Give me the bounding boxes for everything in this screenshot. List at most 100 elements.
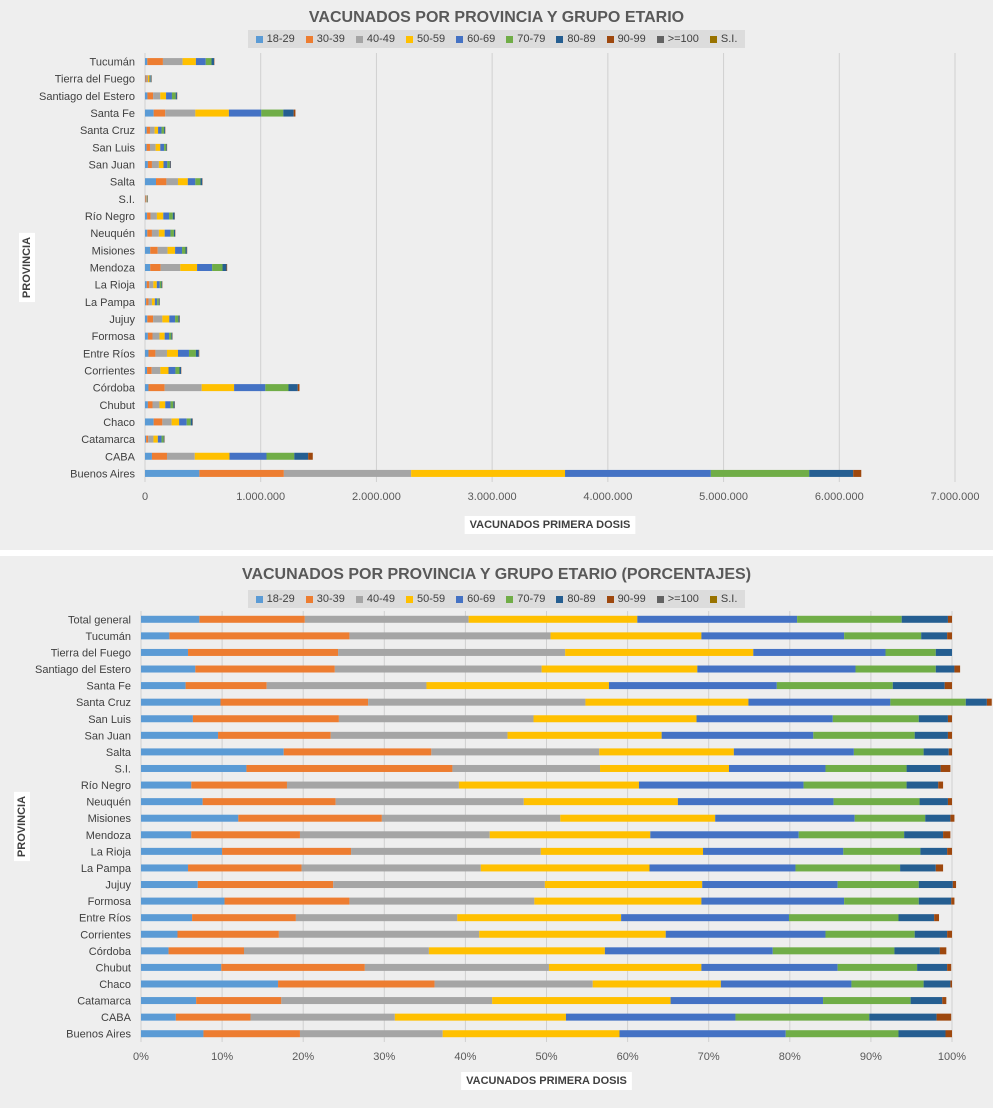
bar-segment bbox=[935, 648, 952, 656]
bar-segment bbox=[951, 897, 955, 905]
bar-segment bbox=[533, 715, 697, 723]
bar-segment bbox=[147, 315, 154, 323]
bar-segment bbox=[141, 914, 193, 922]
bar-segment bbox=[195, 665, 335, 673]
bar-segment bbox=[141, 698, 221, 706]
bar-segment bbox=[222, 264, 227, 271]
bar-segment bbox=[157, 435, 162, 443]
legend-item: S.I. bbox=[709, 593, 738, 605]
legend-swatch bbox=[556, 35, 564, 43]
bar-segment bbox=[797, 615, 902, 623]
legend-label: S.I. bbox=[720, 593, 738, 605]
bar-segment bbox=[175, 366, 180, 374]
bar-segment bbox=[661, 731, 814, 739]
bar-segment bbox=[151, 298, 155, 306]
bar-segment bbox=[159, 281, 162, 289]
bar-segment bbox=[188, 349, 196, 357]
bar-segment bbox=[898, 914, 935, 922]
bar-segment bbox=[299, 1030, 443, 1038]
bar-segment bbox=[196, 997, 282, 1005]
bar-segment bbox=[921, 632, 948, 640]
bar-segment bbox=[250, 1013, 395, 1021]
category-label: Tierra del Fuego bbox=[55, 74, 135, 86]
x-tick-label: 30% bbox=[373, 1051, 395, 1063]
legend-swatch bbox=[709, 595, 717, 603]
bar-segment bbox=[803, 781, 907, 789]
bar-segment bbox=[141, 1013, 176, 1021]
bar-segment bbox=[939, 947, 947, 955]
y-axis-title-bg bbox=[19, 232, 35, 303]
bar-segment bbox=[197, 881, 334, 889]
bar-segment bbox=[286, 781, 459, 789]
bar-segment bbox=[785, 1030, 899, 1038]
bar-segment bbox=[904, 831, 944, 839]
category-label: Entre Ríos bbox=[79, 913, 131, 925]
bar-segment bbox=[304, 615, 469, 623]
bar-segment bbox=[523, 798, 678, 806]
category-label: S.I. bbox=[114, 763, 131, 775]
bar-segment bbox=[479, 930, 666, 938]
bar-segment bbox=[199, 615, 305, 623]
bar-segment bbox=[154, 126, 159, 134]
bar-segment bbox=[145, 366, 148, 374]
bar-segment bbox=[202, 798, 336, 806]
legend-item: 50-59 bbox=[406, 593, 445, 605]
legend-label: 70-79 bbox=[517, 33, 546, 45]
legend-swatch bbox=[506, 35, 514, 43]
bar-segment bbox=[147, 58, 163, 66]
bar-segment bbox=[650, 831, 799, 839]
legend-label: >=100 bbox=[667, 33, 699, 45]
bar-segment bbox=[795, 864, 901, 872]
legend-label: 40-49 bbox=[366, 593, 395, 605]
bar-segment bbox=[141, 864, 189, 872]
bar-segment bbox=[141, 798, 203, 806]
bar-segment bbox=[166, 178, 178, 186]
category-label: Corrientes bbox=[84, 365, 135, 377]
category-label: Tierra del Fuego bbox=[51, 647, 131, 659]
legend-label: 60-69 bbox=[467, 593, 496, 605]
bar-segment bbox=[288, 384, 298, 392]
bar-segment bbox=[330, 731, 508, 739]
legend-swatch bbox=[606, 35, 614, 43]
bar-segment bbox=[944, 682, 952, 690]
bar-segment bbox=[534, 897, 702, 905]
bar-segment bbox=[833, 798, 920, 806]
bar-segment bbox=[145, 92, 148, 100]
bar-segment bbox=[205, 58, 212, 66]
bar-segment bbox=[175, 1013, 251, 1021]
bar-segment bbox=[153, 109, 166, 117]
bar-segment bbox=[164, 384, 202, 392]
bar-segment bbox=[940, 764, 951, 772]
bar-segment bbox=[266, 682, 427, 690]
category-label: Chubut bbox=[96, 962, 131, 974]
bar-segment bbox=[560, 814, 716, 822]
bar-segment bbox=[203, 1030, 300, 1038]
bar-segment bbox=[179, 366, 181, 374]
legend-swatch bbox=[656, 595, 664, 603]
category-label: Salta bbox=[110, 177, 136, 189]
bar-segment bbox=[145, 212, 148, 220]
bar-segment bbox=[145, 384, 149, 392]
category-label: San Juan bbox=[89, 160, 135, 172]
chart-panel-absolute: VACUNADOS POR PROVINCIA Y GRUPO ETARIO 1… bbox=[0, 0, 993, 550]
x-tick-label: 90% bbox=[860, 1051, 882, 1063]
bar-segment bbox=[147, 332, 153, 340]
legend-label: 18-29 bbox=[266, 33, 295, 45]
bar-segment bbox=[947, 963, 952, 971]
bar-segment bbox=[147, 92, 154, 100]
bar-segment bbox=[153, 315, 163, 323]
bar-segment bbox=[159, 332, 165, 340]
bar-segment bbox=[164, 126, 166, 134]
category-label: Catamarca bbox=[81, 434, 136, 446]
category-label: Chaco bbox=[103, 417, 135, 429]
bar-segment bbox=[195, 178, 201, 186]
legend-label: 70-79 bbox=[517, 593, 546, 605]
bar-segment bbox=[145, 178, 156, 186]
x-tick-label: 20% bbox=[292, 1051, 314, 1063]
bar-segment bbox=[544, 881, 703, 889]
bar-segment bbox=[278, 980, 435, 988]
bar-segment bbox=[224, 897, 350, 905]
bar-segment bbox=[943, 831, 951, 839]
category-label: CABA bbox=[101, 1012, 132, 1024]
bar-segment bbox=[550, 632, 702, 640]
